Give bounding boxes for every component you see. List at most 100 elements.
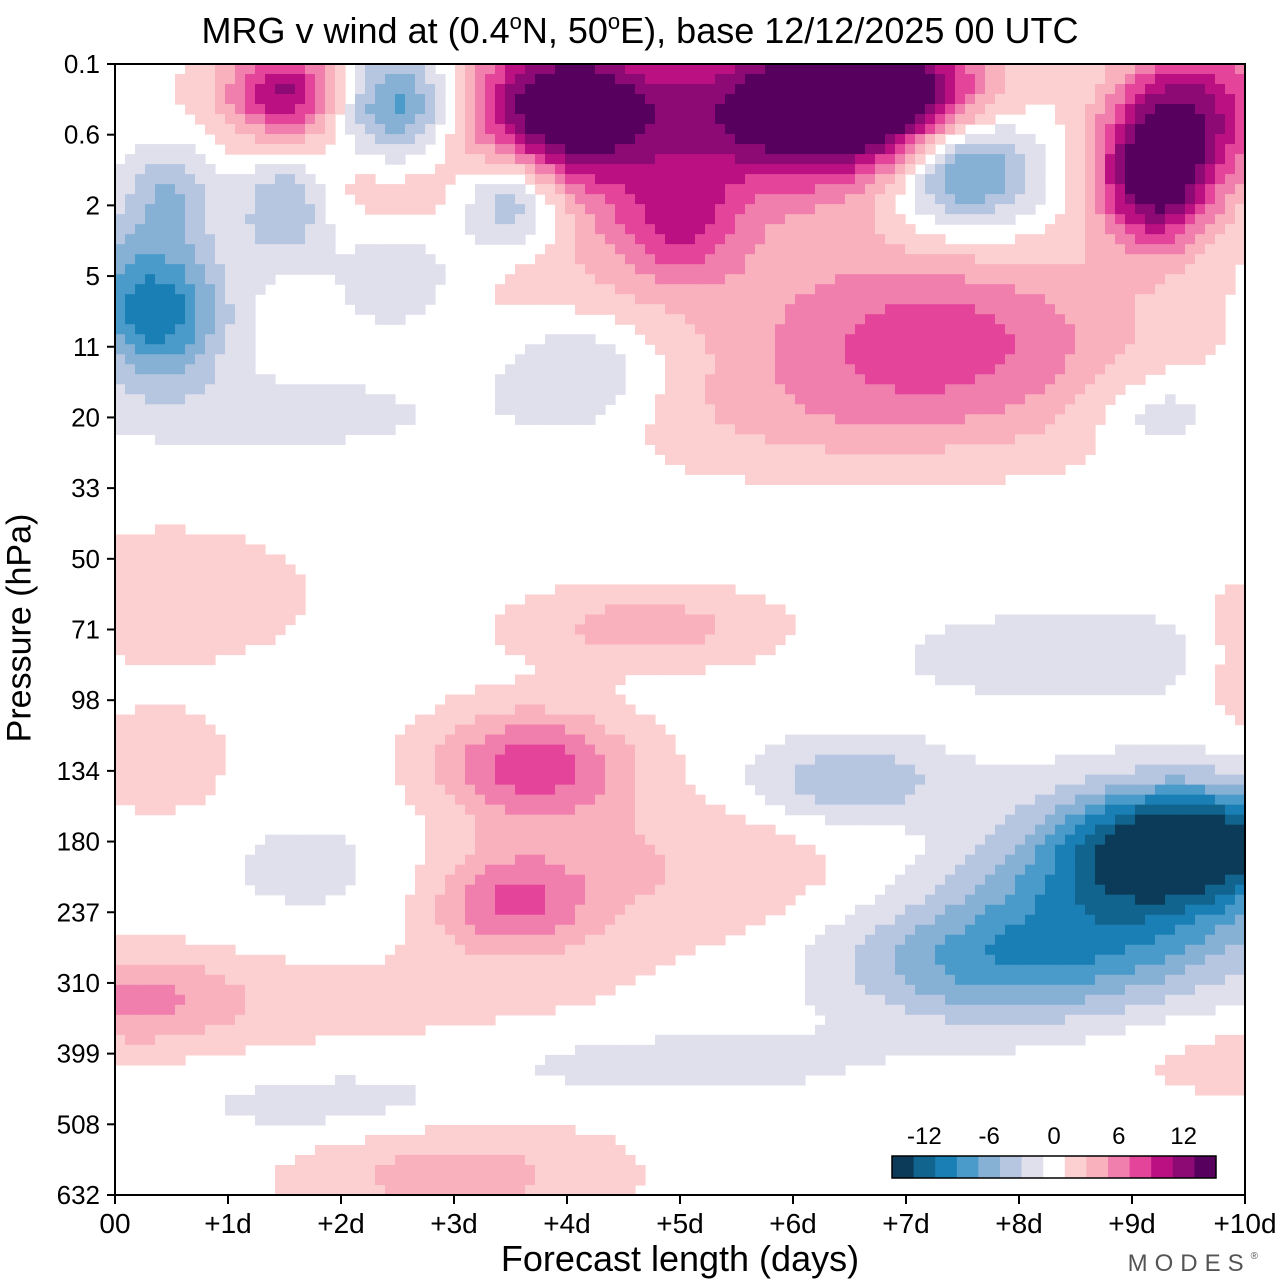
heatmap-cell: [505, 224, 516, 235]
heatmap-cell: [145, 144, 156, 155]
heatmap-cell: [115, 644, 126, 656]
heatmap-cell: [225, 84, 236, 95]
heatmap-cell: [175, 404, 186, 415]
heatmap-cell: [685, 104, 696, 115]
heatmap-cell: [1215, 194, 1226, 205]
heatmap-cell: [495, 204, 506, 215]
heatmap-cell: [785, 334, 796, 345]
heatmap-cell: [545, 784, 556, 796]
heatmap-cell: [955, 434, 966, 445]
heatmap-cell: [745, 474, 756, 485]
heatmap-cell: [225, 284, 236, 295]
heatmap-cell: [825, 774, 836, 786]
heatmap-cell: [1045, 404, 1056, 415]
heatmap-cell: [955, 294, 966, 305]
heatmap-cell: [1015, 244, 1026, 255]
heatmap-cell: [1025, 314, 1036, 325]
heatmap-cell: [555, 714, 566, 726]
heatmap-cell: [775, 364, 786, 375]
heatmap-cell: [615, 784, 626, 796]
heatmap-cell: [155, 224, 166, 235]
heatmap-cell: [315, 124, 326, 135]
heatmap-cell: [485, 194, 496, 205]
heatmap-cell: [1135, 224, 1146, 235]
heatmap-cell: [185, 434, 196, 445]
heatmap-cell: [705, 394, 716, 405]
heatmap-cell: [475, 714, 486, 726]
heatmap-cell: [215, 294, 226, 305]
heatmap-cell: [625, 314, 636, 325]
heatmap-cell: [885, 144, 896, 155]
heatmap-cell: [185, 574, 196, 586]
heatmap-cell: [785, 294, 796, 305]
heatmap-cell: [265, 234, 276, 245]
heatmap-cell: [165, 434, 176, 445]
heatmap-cell: [185, 774, 196, 786]
heatmap-cell: [575, 194, 586, 205]
heatmap-cell: [865, 284, 876, 295]
heatmap-cell: [945, 114, 956, 125]
heatmap-cell: [755, 214, 766, 225]
heatmap-cell: [1195, 224, 1206, 235]
heatmap-cell: [965, 104, 976, 115]
heatmap-cell: [405, 304, 416, 315]
heatmap-cell: [585, 364, 596, 375]
heatmap-cell: [575, 594, 586, 606]
heatmap-cell: [895, 334, 906, 345]
heatmap-cell: [375, 144, 386, 155]
heatmap-cell: [245, 424, 256, 435]
heatmap-cell: [915, 774, 926, 786]
heatmap-cell: [655, 344, 666, 355]
heatmap-cell: [1035, 464, 1046, 475]
heatmap-cell: [185, 304, 196, 315]
heatmap-cell: [1035, 264, 1046, 275]
heatmap-cell: [165, 754, 176, 766]
heatmap-cell: [635, 144, 646, 155]
heatmap-cell: [825, 424, 836, 435]
heatmap-cell: [605, 344, 616, 355]
heatmap-cell: [895, 114, 906, 125]
heatmap-cell: [865, 324, 876, 335]
heatmap-cell: [515, 94, 526, 105]
heatmap-cell: [1135, 414, 1146, 425]
heatmap-cell: [885, 134, 896, 145]
heatmap-cell: [895, 454, 906, 465]
heatmap-cell: [575, 64, 586, 75]
heatmap-cell: [585, 694, 596, 706]
heatmap-cell: [725, 644, 736, 656]
heatmap-cell: [1065, 104, 1076, 115]
heatmap-cell: [235, 534, 246, 546]
heatmap-cell: [485, 124, 496, 135]
heatmap-cell: [1005, 374, 1016, 385]
heatmap-cell: [215, 394, 226, 405]
heatmap-cell: [835, 274, 846, 285]
heatmap-cell: [615, 704, 626, 716]
heatmap-cell: [595, 234, 606, 245]
heatmap-cell: [145, 634, 156, 646]
heatmap-cell: [945, 284, 956, 295]
heatmap-cell: [1145, 414, 1156, 425]
heatmap-cell: [1135, 324, 1146, 335]
heatmap-cell: [765, 404, 776, 415]
heatmap-cell: [735, 374, 746, 385]
heatmap-cell: [195, 424, 206, 435]
heatmap-cell: [705, 114, 716, 125]
heatmap-cell: [965, 304, 976, 315]
heatmap-cell: [465, 64, 476, 75]
heatmap-cell: [785, 114, 796, 125]
heatmap-cell: [975, 404, 986, 415]
heatmap-cell: [695, 384, 706, 395]
heatmap-cell: [845, 474, 856, 485]
heatmap-cell: [415, 74, 426, 85]
heatmap-cell: [1175, 764, 1186, 776]
heatmap-cell: [915, 284, 926, 295]
heatmap-cell: [255, 404, 266, 415]
heatmap-cell: [425, 804, 436, 816]
heatmap-cell: [605, 594, 616, 606]
heatmap-cell: [875, 374, 886, 385]
heatmap-cell: [1175, 84, 1186, 95]
heatmap-cell: [945, 634, 956, 646]
heatmap-cell: [575, 354, 586, 365]
heatmap-cell: [1115, 634, 1126, 646]
heatmap-cell: [425, 184, 436, 195]
